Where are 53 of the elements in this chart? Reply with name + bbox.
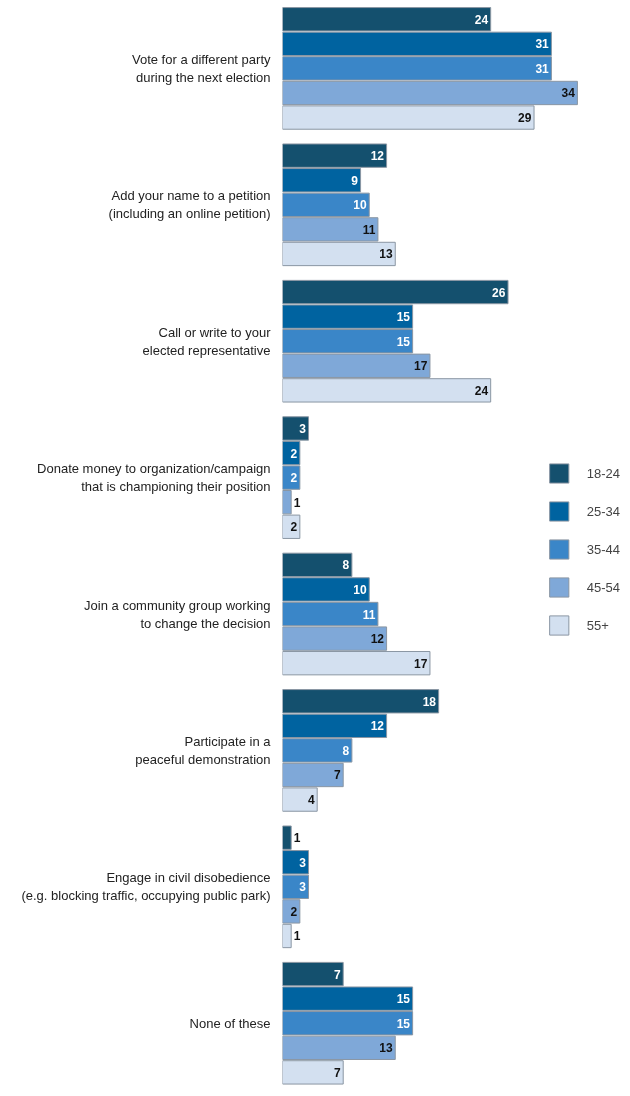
y-tick-label: Engage in civil disobedience (e.g. blocking traffic, occupying public park): [21, 870, 271, 904]
data-label: 31: [535, 37, 550, 52]
data-label: 11: [362, 222, 376, 237]
data-label: 12: [370, 149, 385, 164]
y-tick-label: Join a community group working to change the decision: [84, 597, 271, 631]
data-label: 17: [414, 656, 428, 671]
data-label: 4: [307, 793, 315, 808]
data-label: 24: [474, 383, 489, 398]
data-label: 13: [379, 1041, 393, 1056]
data-label: 2: [290, 904, 298, 919]
y-tick-label: Participate in a peaceful demonstration: [135, 733, 272, 767]
legend-label: 45-54: [586, 579, 620, 595]
data-label: 2: [290, 471, 298, 486]
legend-label: 55+: [586, 617, 609, 633]
y-tick-label: Vote for a different party during the next election: [131, 51, 271, 85]
legend-label: 35-44: [586, 541, 620, 557]
data-label: 2: [290, 446, 298, 461]
legend-label: 18-24: [586, 465, 620, 481]
data-label: 34: [561, 86, 576, 101]
data-label: 17: [414, 359, 428, 374]
data-label: 15: [396, 1016, 411, 1031]
data-label: 12: [370, 719, 385, 734]
data-label: 10: [353, 582, 367, 597]
data-label: 15: [396, 310, 411, 325]
data-label: 3: [299, 855, 307, 870]
data-label: 15: [396, 334, 411, 349]
data-label: 15: [396, 992, 411, 1007]
data-label: 1: [293, 831, 301, 846]
data-label: 8: [342, 743, 350, 758]
data-label: 8: [342, 558, 350, 573]
data-label: 3: [299, 421, 307, 436]
y-tick-label: Call or write to your elected representative: [142, 324, 272, 358]
data-label: 2: [290, 520, 298, 535]
data-label: 12: [370, 632, 385, 647]
data-label: 9: [351, 173, 359, 188]
data-label: 26: [492, 285, 506, 300]
data-label: 29: [518, 111, 532, 126]
y-tick-label: Donate money to organization/campaign that is championing their position: [37, 461, 271, 495]
y-tick-label: Add your name to a petition (including an online petition): [108, 188, 271, 222]
data-label: 3: [299, 880, 307, 895]
data-label: 18: [422, 694, 437, 709]
data-label: 7: [333, 967, 341, 982]
data-label: 31: [535, 61, 550, 76]
data-label: 1: [293, 929, 301, 944]
data-label: 7: [333, 1065, 341, 1080]
data-label: 1: [293, 495, 301, 510]
data-label: 24: [474, 12, 489, 27]
data-label: 7: [333, 768, 341, 783]
data-label: 10: [353, 198, 367, 213]
data-label: 11: [362, 607, 376, 622]
y-tick-label: None of these: [189, 1015, 271, 1031]
legend-label: 25-34: [586, 503, 620, 519]
data-label: 13: [379, 247, 393, 262]
